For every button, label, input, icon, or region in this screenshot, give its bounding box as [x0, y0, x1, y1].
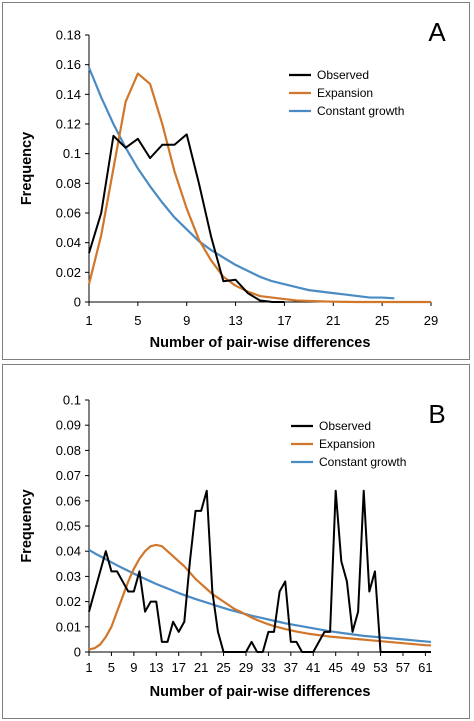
chart-a-svg: 0 0.02 0.04 0.06 0.08 0.1 0.12 0.14 0.16 0.18 1 5 9 1…	[19, 17, 446, 351]
chart-b-series-constant-growth	[88, 548, 432, 644]
chart-b-x-tick-label: 61	[418, 660, 432, 675]
chart-b-panel-label: B	[428, 399, 445, 429]
chart-a-y-tick-label: 0.02	[56, 265, 81, 280]
chart-b-y-tick-label: 0.1	[63, 393, 81, 408]
chart-b-y-tick-label: 0.07	[56, 468, 81, 483]
chart-a-y-tick-label: 0.16	[56, 57, 81, 72]
chart-b-x-tick-label: 9	[130, 660, 137, 675]
chart-a-series-constant-growth	[87, 67, 395, 300]
chart-b-y-axis-title: Frequency	[19, 489, 35, 562]
chart-a-y-tick-label: 0.12	[56, 117, 81, 132]
chart-b-svg: 0 0.01 0.02 0.03 0.04 0.05 0.06 0.07 0.08 0.09 0.1…	[19, 393, 446, 701]
chart-a-legend-label-expansion: Expansion	[317, 86, 373, 100]
chart-b-x-tick-label: 53	[373, 660, 387, 675]
chart-b-legend-label-constant-growth: Constant growth	[319, 455, 406, 469]
chart-panel-a: 0 0.02 0.04 0.06 0.08 0.1 0.12 0.14 0.16 0.18 1 5 9 1…	[2, 2, 470, 360]
chart-b-x-axis-title: Number of pair-wise differences	[150, 684, 371, 700]
chart-b-y-tick-label: 0.01	[56, 619, 81, 634]
chart-b-x-tick-label: 49	[351, 660, 365, 675]
chart-a-x-tick-label: 5	[134, 313, 141, 328]
chart-a-series-expansion	[87, 72, 431, 304]
chart-b-series-expansion	[88, 543, 432, 651]
chart-b-x-tick-label: 37	[284, 660, 298, 675]
chart-b-y-tick-label: 0.03	[56, 569, 81, 584]
chart-b-legend-label-observed: Observed	[319, 419, 371, 433]
chart-b-x-tick-label: 5	[108, 660, 115, 675]
chart-b-y-tick-label: 0.08	[56, 443, 81, 458]
chart-a-series-observed	[88, 133, 285, 303]
chart-b-x-tick-label: 29	[239, 660, 253, 675]
chart-b-y-tick-label: 0.05	[56, 519, 81, 534]
chart-b-x-tick-label: 13	[149, 660, 163, 675]
chart-a-x-tick-label: 17	[277, 313, 291, 328]
chart-a-y-tick-label: 0.04	[56, 235, 81, 250]
chart-a-x-tick-label: 25	[375, 313, 389, 328]
chart-a-panel-label: A	[428, 17, 446, 47]
chart-a-y-tick-label: 0	[74, 295, 81, 310]
chart-a-x-tick-label: 13	[228, 313, 242, 328]
chart-panel-b: 0 0.01 0.02 0.03 0.04 0.05 0.06 0.07 0.08 0.09 0.1…	[2, 364, 470, 719]
chart-a-y-tick-label: 0.1	[63, 146, 81, 161]
chart-a-x-tick-label: 21	[326, 313, 340, 328]
chart-a-y-tick-label: 0.14	[56, 87, 81, 102]
chart-b-x-tick-label: 57	[396, 660, 410, 675]
chart-b-x-tick-label: 41	[306, 660, 320, 675]
chart-a-x-tick-label: 9	[183, 313, 190, 328]
chart-b-y-tick-label: 0.02	[56, 594, 81, 609]
chart-a-y-tick-label: 0.08	[56, 176, 81, 191]
chart-a-y-axis-title: Frequency	[19, 132, 35, 205]
chart-a-legend-label-constant-growth: Constant growth	[317, 104, 404, 118]
chart-b-y-tick-label: 0.06	[56, 493, 81, 508]
chart-b-x-tick-label: 45	[328, 660, 342, 675]
chart-b-series-observed	[88, 489, 431, 653]
chart-b-y-tick-label: 0.09	[56, 418, 81, 433]
chart-a-legend-label-observed: Observed	[317, 68, 369, 82]
chart-b-x-tick-label: 33	[261, 660, 275, 675]
chart-a-y-tick-label: 0.18	[56, 28, 81, 43]
chart-b-y-tick-label: 0	[74, 645, 81, 660]
chart-b-legend-label-expansion: Expansion	[319, 437, 375, 451]
chart-a-x-tick-label: 1	[85, 313, 92, 328]
chart-b-x-tick-label: 17	[171, 660, 185, 675]
chart-b-x-tick-label: 1	[85, 660, 92, 675]
chart-b-x-tick-label: 21	[194, 660, 208, 675]
chart-b-y-tick-label: 0.04	[56, 544, 81, 559]
chart-a-x-axis-title: Number of pair-wise differences	[150, 335, 371, 351]
chart-a-y-tick-label: 0.06	[56, 206, 81, 221]
chart-a-x-tick-label: 29	[424, 313, 438, 328]
chart-b-x-tick-label: 25	[216, 660, 230, 675]
